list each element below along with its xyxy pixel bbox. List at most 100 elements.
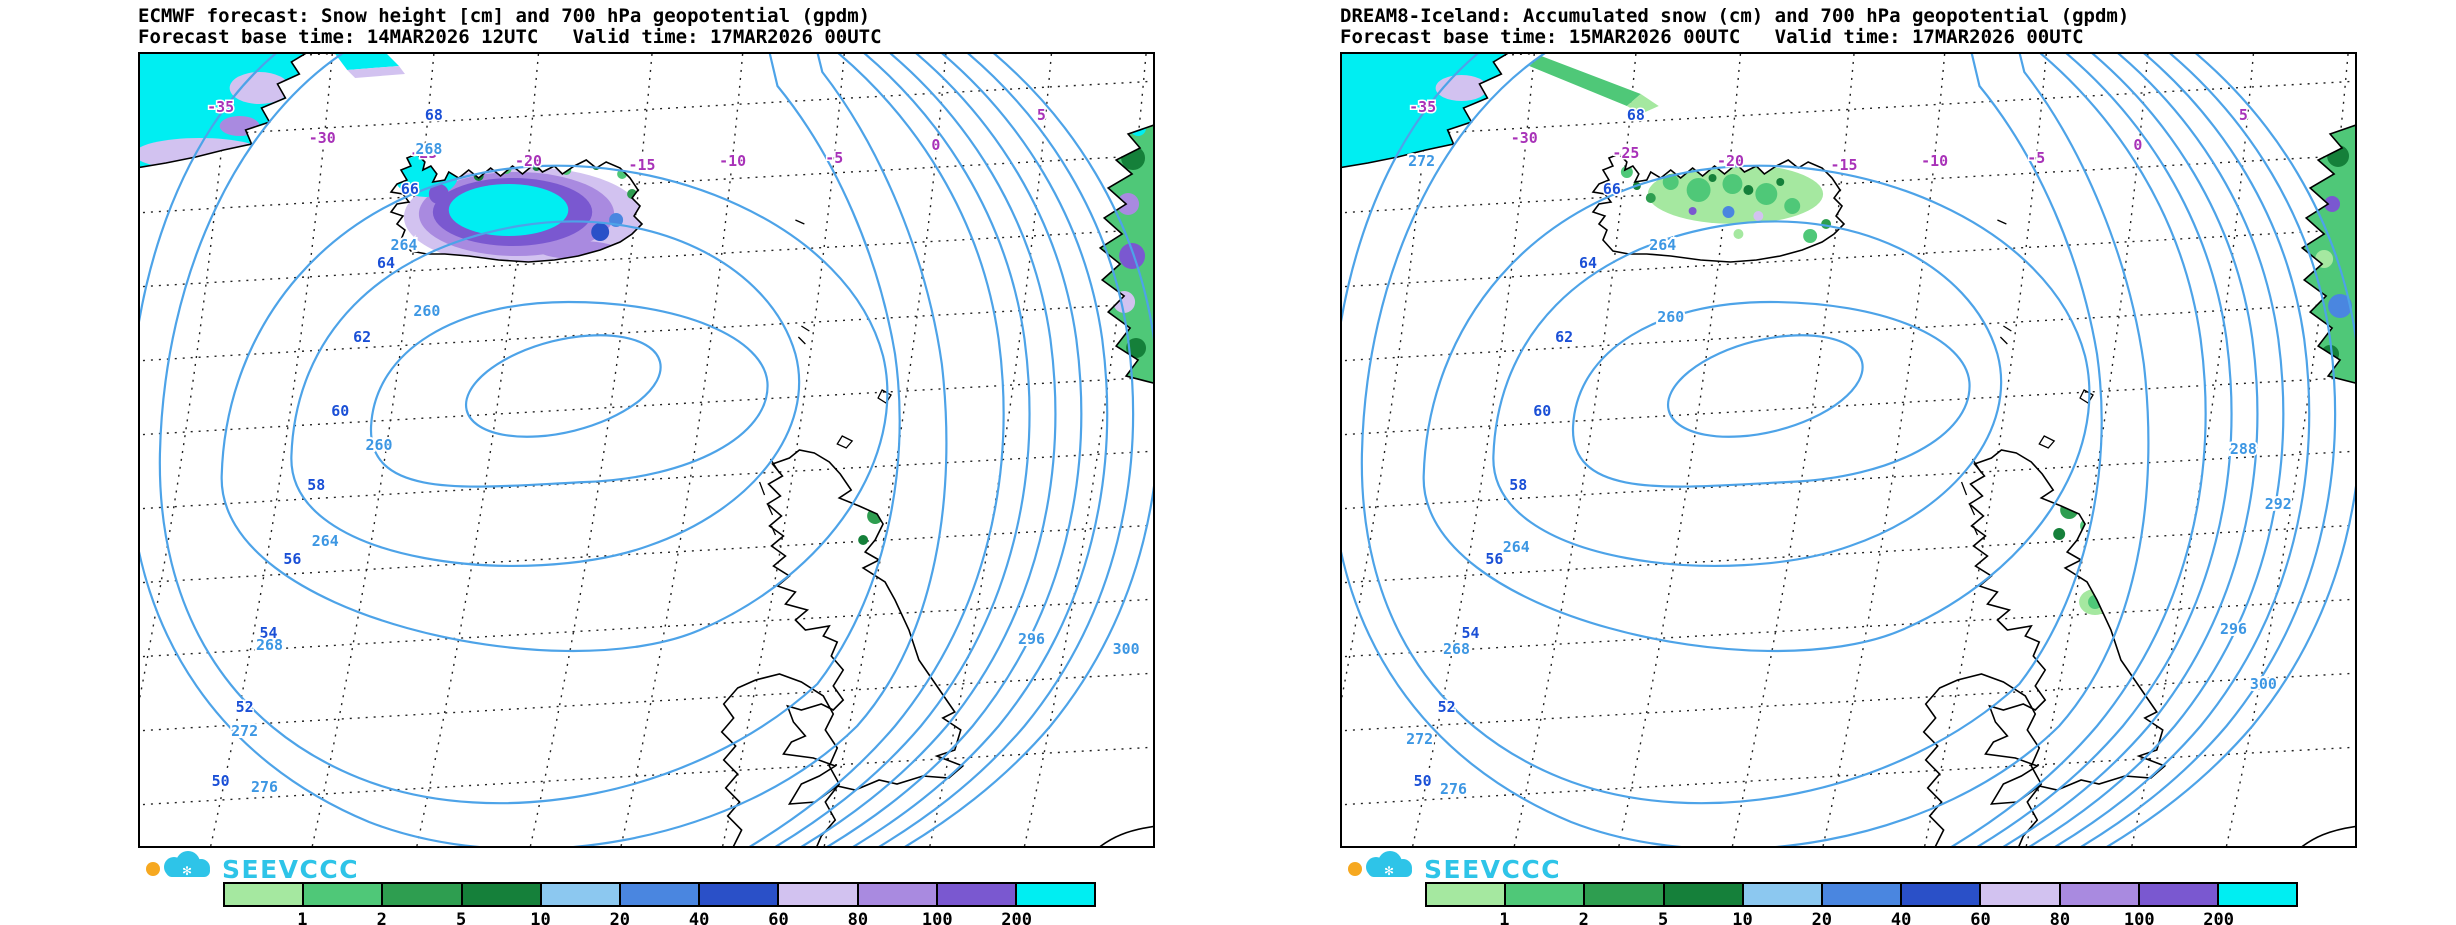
- colorbar-tick: 60: [768, 910, 789, 925]
- sun-icon: [1348, 862, 1362, 876]
- panel-footer: ✻ SEEVCCC 1 2 5 10 20 40 60 80 100 200: [138, 848, 1155, 925]
- colorbar-cell: [620, 884, 701, 905]
- latitude-label: 58: [1509, 476, 1527, 494]
- graticule-labels: -35 -30 -25 -20 -15 -10 -5 0 5 68 66 64 62 60 58 56 54 52…: [1408, 96, 2250, 791]
- snow-iceland: [393, 155, 643, 262]
- latitude-label: 60: [331, 402, 349, 420]
- colorbar-tick: 20: [1811, 910, 1833, 925]
- contour-label: 260: [366, 436, 393, 454]
- seevccc-logo-svg: ✻ SEEVCCC: [146, 851, 359, 884]
- latitude-label: 56: [283, 550, 301, 568]
- latitude-label: 54: [259, 624, 277, 642]
- contour-label: 292: [2265, 495, 2292, 513]
- latitude-label: 62: [353, 328, 371, 346]
- snow-norway: [1100, 124, 1153, 384]
- latitude-label: 50: [1414, 772, 1432, 790]
- longitude-label: -30: [1511, 129, 1538, 147]
- land-fill: [140, 54, 1153, 383]
- contour-labels: 268 264 260 260 264 268 272 276 296 300: [229, 138, 1142, 798]
- colorbar-cell: [2139, 884, 2219, 905]
- longitude-label: 5: [1037, 106, 1046, 124]
- contour-label: 296: [1018, 630, 1045, 648]
- colorbar-cell: [462, 884, 542, 905]
- colorbar-tick: 2: [376, 910, 387, 925]
- panel-ecmwf: ECMWF forecast: Snow height [cm] and 700…: [138, 6, 1155, 925]
- snow-shading: [1435, 56, 2355, 615]
- weather-map-ecmwf: -35 -30 -25 -20 -15 -10 -5 0 5 68 66 64 62 60 58 56 54 52…: [140, 54, 1153, 846]
- weather-map-dream8: -35 -30 -25 -20 -15 -10 -5 0 5 68 66 64 62 60 58 56 54 52…: [1342, 54, 2355, 846]
- colorbar-cell: [937, 884, 1017, 905]
- longitude-label: -15: [1831, 156, 1858, 174]
- colorbar: 1 2 5 10 20 40 60 80 100 200: [1425, 882, 2298, 925]
- colorbar-tick: 100: [921, 910, 953, 925]
- colorbar-tick: 10: [530, 910, 551, 925]
- latitude-label: 52: [1438, 698, 1456, 716]
- contour-label: 260: [413, 302, 440, 320]
- colorbar-cell: [1743, 884, 1823, 905]
- contour-label: 268: [1443, 640, 1470, 658]
- latitude-label: 56: [1485, 550, 1503, 568]
- colorbar-tick: 20: [609, 910, 631, 925]
- colorbar-cell: [1981, 884, 2061, 905]
- contour-label: 264: [312, 532, 339, 550]
- latitude-label: 60: [1533, 402, 1551, 420]
- seevccc-logo-svg: ✻ SEEVCCC: [1348, 851, 1561, 884]
- colorbar-tick: 40: [1890, 910, 1912, 925]
- snowflake-icon: ✻: [182, 864, 192, 878]
- longitude-label: -35: [1409, 98, 1436, 116]
- longitude-label: -20: [515, 152, 542, 170]
- sun-icon: [146, 862, 160, 876]
- colorbar-ticks: 1 2 5 10 20 40 60 80 100 200: [223, 907, 1096, 925]
- colorbar-tick: 80: [2049, 910, 2071, 925]
- panel-subtitle: Forecast base time: 14MAR2026 12UTC Vali…: [138, 26, 882, 48]
- colorbar-tick: 5: [1657, 910, 1669, 925]
- contour-label: 260: [1657, 308, 1684, 326]
- colorbar-tick: 100: [2123, 910, 2155, 925]
- logo-text: SEEVCCC: [222, 855, 359, 884]
- colorbar-cell: [1585, 884, 1665, 905]
- colorbar-cell: [779, 884, 859, 905]
- map-frame: -35 -30 -25 -20 -15 -10 -5 0 5 68 66 64 62 60 58 56 54 52…: [138, 52, 1155, 848]
- longitude-label: -30: [309, 129, 336, 147]
- colorbar-cell: [2060, 884, 2140, 905]
- longitude-label: -35: [207, 98, 234, 116]
- land-fill: [1342, 54, 2355, 383]
- colorbar-tick: 80: [847, 910, 869, 925]
- contour-label: 268: [256, 636, 283, 654]
- panel-footer: ✻ SEEVCCC 1 2 5 10 20 40 60 80 100 200: [1340, 848, 2357, 925]
- snowflake-icon: ✻: [1384, 864, 1394, 878]
- latitude-label: 62: [1555, 328, 1573, 346]
- colorbar-tick: 200: [2203, 910, 2234, 925]
- colorbar-cell: [700, 884, 780, 905]
- contour-label: 300: [2250, 675, 2277, 693]
- colorbar-tick: 1: [1499, 910, 1510, 925]
- contour-label: 264: [1649, 236, 1676, 254]
- latitude-label: 50: [212, 772, 230, 790]
- map-frame: -35 -30 -25 -20 -15 -10 -5 0 5 68 66 64 62 60 58 56 54 52…: [1340, 52, 2357, 848]
- latitude-label: 52: [236, 698, 254, 716]
- longitude-label: -10: [719, 152, 746, 170]
- snow-shading: [140, 54, 1153, 552]
- colorbar-cell: [541, 884, 621, 905]
- contour-label: 276: [1440, 780, 1467, 798]
- contour-label: 296: [2220, 620, 2247, 638]
- colorbar-cell: [1822, 884, 1903, 905]
- colorbar-tick: 5: [455, 910, 467, 925]
- colorbar-tick: 1: [297, 910, 308, 925]
- contour-label: 276: [251, 778, 278, 796]
- colorbar-tick: 2: [1578, 910, 1589, 925]
- contour-label: 264: [390, 236, 417, 254]
- longitude-label: -25: [410, 144, 437, 162]
- colorbar-cell: [225, 884, 305, 905]
- colorbar-cells: [1425, 882, 2298, 907]
- longitude-label: 0: [931, 136, 940, 154]
- colorbar-cell: [2218, 884, 2297, 905]
- logo-text: SEEVCCC: [1424, 855, 1561, 884]
- longitude-label: -5: [2027, 149, 2045, 167]
- latitude-label: 68: [1627, 106, 1645, 124]
- contour-label: 264: [1503, 538, 1530, 556]
- seevccc-logo: ✻ SEEVCCC: [140, 850, 400, 890]
- contour-label: 268: [415, 140, 442, 158]
- colorbar-tick: 200: [1001, 910, 1032, 925]
